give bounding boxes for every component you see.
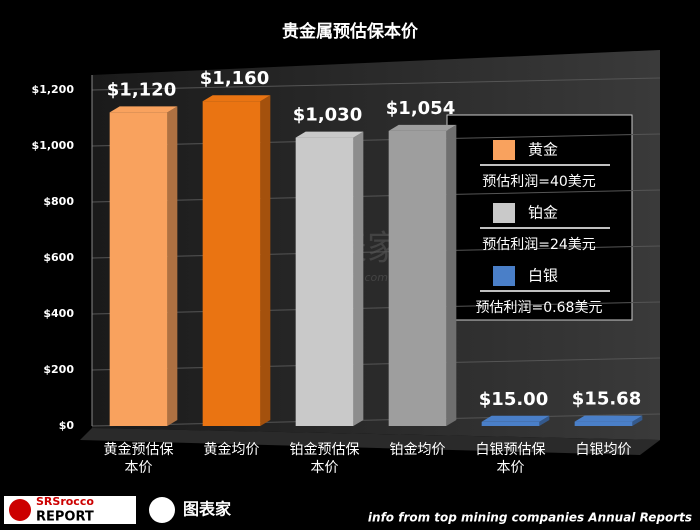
bar-side [446,124,457,426]
bar-top [481,415,550,422]
bar [574,421,633,426]
y-tick-label: $400 [43,307,74,320]
logo-text: 图表家 [183,500,232,519]
bar [295,137,354,426]
y-tick-label: $1,200 [32,83,75,96]
value-label: $15.68 [572,389,641,410]
legend-swatch [493,140,515,160]
y-tick-label: $800 [43,195,74,208]
value-label: $15.00 [479,389,548,410]
bar-top [202,95,271,102]
x-tick-label: 白银均价 [576,442,632,458]
logo-icon [9,499,31,521]
plot-floor [80,428,660,455]
bar [481,421,540,426]
bar-top [295,131,364,138]
x-tick-label: 白银预估保本价 [476,442,546,476]
source-note: info from top mining companies Annual Re… [368,511,692,525]
logo-text: SRSrocco [36,495,94,508]
legend-note: 预估利润=40美元 [482,174,596,190]
bar-top [109,106,178,113]
x-tick-label: 黄金预估保本价 [104,441,174,476]
bar [202,101,261,426]
bar [388,130,447,426]
y-tick-label: $1,000 [32,139,75,152]
legend-label: 白银 [528,267,558,285]
legend-label: 黄金 [528,141,558,159]
bar-top [388,124,457,131]
bar-side [632,415,643,426]
bar-top [574,415,643,422]
logo-icon [149,497,175,523]
y-tick-label: $0 [59,419,75,432]
x-tick-label: 铂金均价 [390,442,446,458]
legend-swatch [493,203,515,223]
bar-side [167,106,178,427]
logo-text: REPORT [36,510,94,525]
value-label: $1,030 [293,105,362,126]
value-label: $1,054 [386,98,455,119]
x-tick-label: 铂金预估保本价 [290,442,360,476]
grid-line [91,245,661,259]
grid-line [91,357,661,371]
grid-line [91,77,661,91]
value-label: $1,120 [107,79,176,100]
grid-line [91,189,661,203]
value-label: $1,160 [200,68,269,89]
bar-side [260,95,271,426]
bar-side [539,415,550,426]
chart-title: 贵金属预估保本价 [282,21,419,42]
grid-line [91,133,661,147]
y-tick-label: $600 [43,251,74,264]
bar-side [353,131,364,426]
x-tick-label: 黄金均价 [204,441,260,458]
grid-line [91,301,661,315]
legend-box [446,114,633,321]
legend-note: 预估利润=24美元 [482,237,596,253]
bar [109,112,168,427]
legend-label: 铂金 [528,204,558,222]
legend-note: 预估利润=0.68美元 [476,300,603,316]
grid-line [91,413,661,427]
y-tick-label: $200 [43,363,74,376]
legend-swatch [493,266,515,286]
